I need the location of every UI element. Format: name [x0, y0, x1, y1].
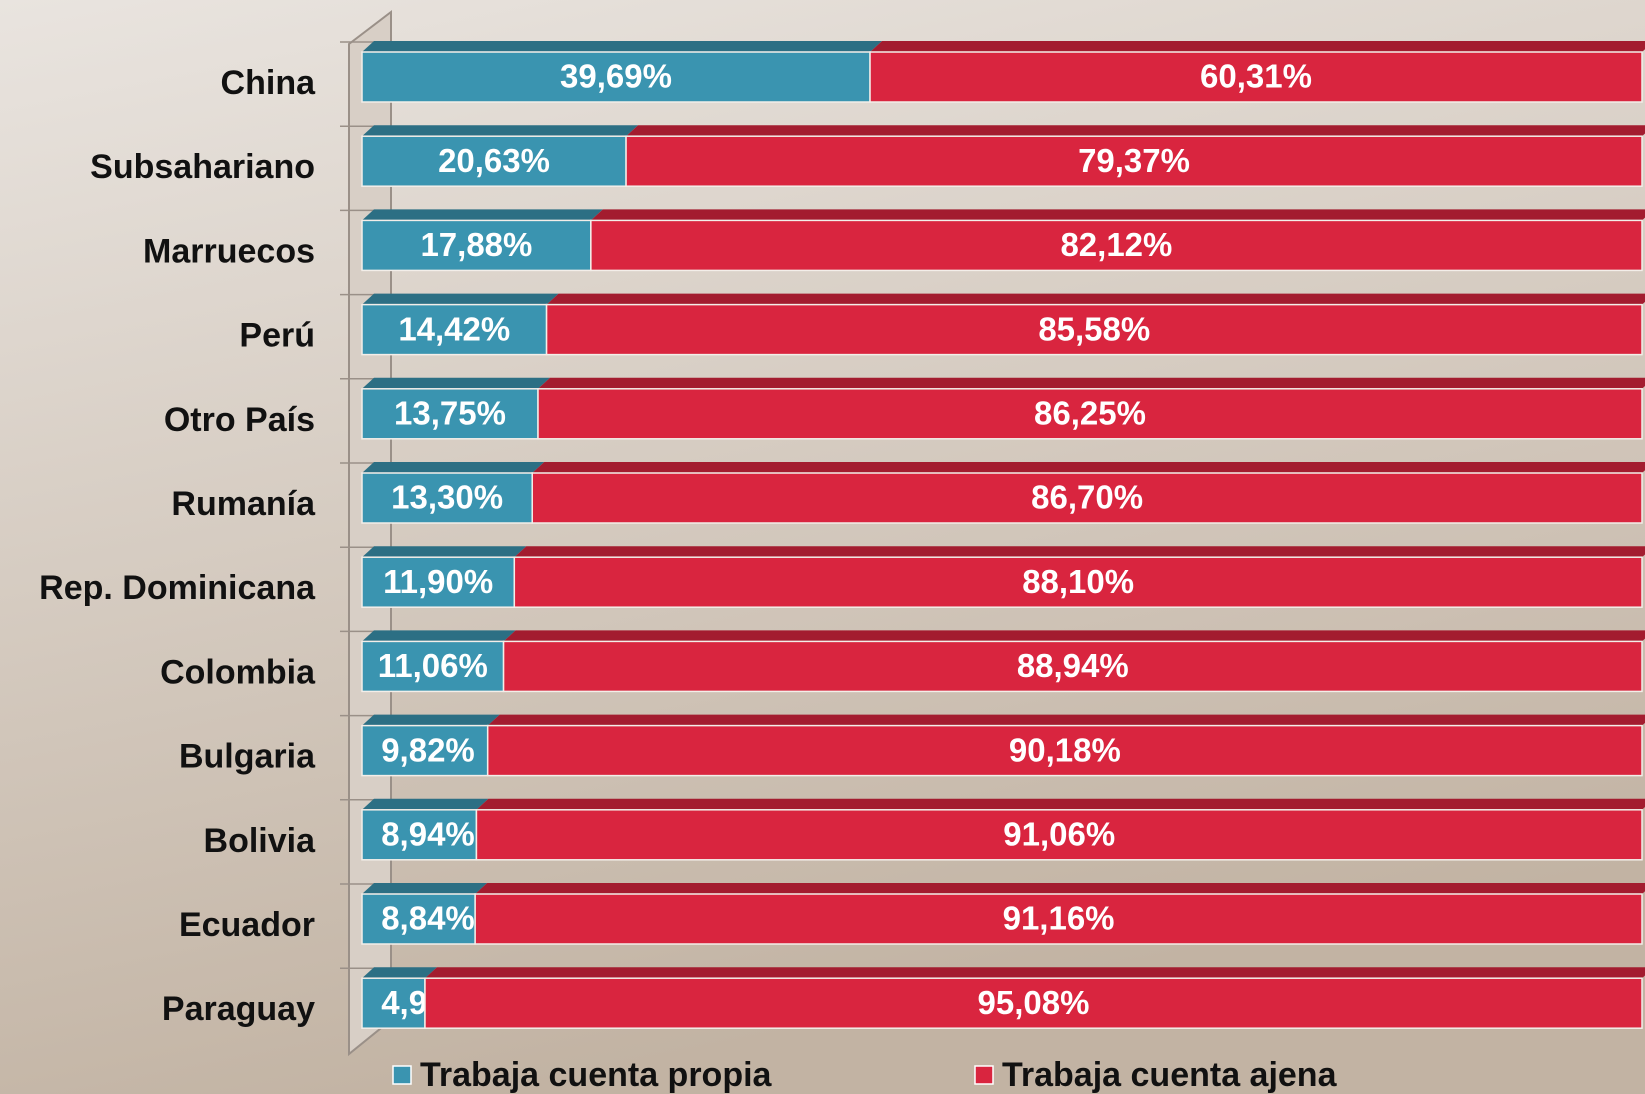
bar — [625, 135, 1643, 187]
bar-top — [626, 125, 1645, 137]
bar-top — [487, 714, 1645, 726]
bar-top — [532, 462, 1645, 473]
value-label: 13,30% — [391, 479, 503, 516]
bar — [361, 809, 478, 861]
bar — [361, 640, 505, 693]
bar-top — [362, 967, 437, 979]
value-label: 90,18% — [1009, 731, 1121, 768]
category-label: Perú — [239, 317, 315, 355]
bar — [474, 893, 1643, 945]
bar-top — [546, 293, 1645, 305]
bar — [545, 303, 1643, 356]
value-label: 14,42% — [398, 310, 510, 347]
value-label: 11,06% — [378, 647, 488, 684]
legend-swatch — [974, 1065, 994, 1085]
bar — [424, 977, 1643, 1029]
bar-top — [362, 714, 500, 726]
bar-top — [362, 798, 489, 810]
category-label: Bolivia — [204, 822, 317, 860]
bar — [361, 472, 533, 524]
bar — [502, 640, 1643, 693]
value-label: 39,69% — [560, 58, 672, 95]
bar — [361, 303, 548, 356]
bar — [475, 809, 1643, 861]
legend-swatch — [392, 1065, 412, 1085]
category-label: Ecuador — [179, 906, 315, 944]
value-label: 82,12% — [1060, 226, 1172, 263]
bar — [361, 135, 627, 187]
bar-top — [870, 41, 1645, 52]
value-label: 9,82% — [381, 731, 475, 768]
bar — [590, 219, 1643, 272]
bar-top — [538, 377, 1645, 389]
bar — [869, 51, 1643, 103]
bar-top — [514, 546, 1645, 558]
category-label: Bulgaria — [179, 738, 316, 776]
bar — [361, 977, 426, 1029]
bar-top — [362, 462, 545, 473]
value-label: 88,94% — [1017, 647, 1129, 684]
bar-top — [475, 883, 1645, 894]
legend-label: Trabaja cuenta propia — [420, 1056, 773, 1094]
bar — [361, 893, 476, 945]
value-label: 11,90% — [383, 563, 493, 600]
category-label: Rep. Dominicana — [39, 569, 316, 607]
bar — [531, 472, 1643, 524]
bar-top — [503, 630, 1645, 642]
bar-top — [362, 546, 527, 558]
bar-top — [362, 630, 516, 642]
category-label: Otro País — [164, 401, 315, 439]
value-label: 8,84% — [381, 900, 475, 937]
bar-top — [362, 377, 550, 389]
bar — [361, 219, 592, 272]
bar-top — [362, 293, 559, 305]
category-label: Marruecos — [143, 232, 315, 270]
category-label: Colombia — [160, 653, 316, 691]
value-label: 20,63% — [438, 142, 550, 179]
category-label: Paraguay — [162, 990, 315, 1028]
value-label: 91,06% — [1003, 816, 1115, 853]
value-label: 86,70% — [1031, 479, 1143, 516]
value-label: 13,75% — [394, 395, 506, 432]
value-label: 91,16% — [1003, 900, 1115, 937]
value-label: 8,94% — [381, 816, 475, 853]
bar-top — [362, 209, 603, 221]
bar-top — [590, 209, 1645, 221]
bar-top — [476, 798, 1645, 810]
value-label: 85,58% — [1038, 310, 1150, 347]
value-label: 95,08% — [978, 984, 1090, 1021]
bar-top — [424, 967, 1645, 979]
bar — [361, 388, 539, 440]
bar-top — [362, 883, 488, 894]
bar — [537, 388, 1643, 440]
category-label: Subsahariano — [90, 148, 315, 186]
value-label: 60,31% — [1200, 58, 1312, 95]
category-label: Rumanía — [171, 485, 316, 523]
category-label: China — [221, 64, 317, 102]
value-label: 17,88% — [420, 226, 532, 263]
value-label: 88,10% — [1022, 563, 1134, 600]
bar — [486, 724, 1643, 777]
bar-top — [362, 41, 883, 52]
bar-top — [362, 125, 639, 137]
bar — [513, 556, 1643, 608]
legend-label: Trabaja cuenta ajena — [1002, 1056, 1338, 1094]
value-label: 79,37% — [1078, 142, 1190, 179]
value-label: 86,25% — [1034, 395, 1146, 432]
